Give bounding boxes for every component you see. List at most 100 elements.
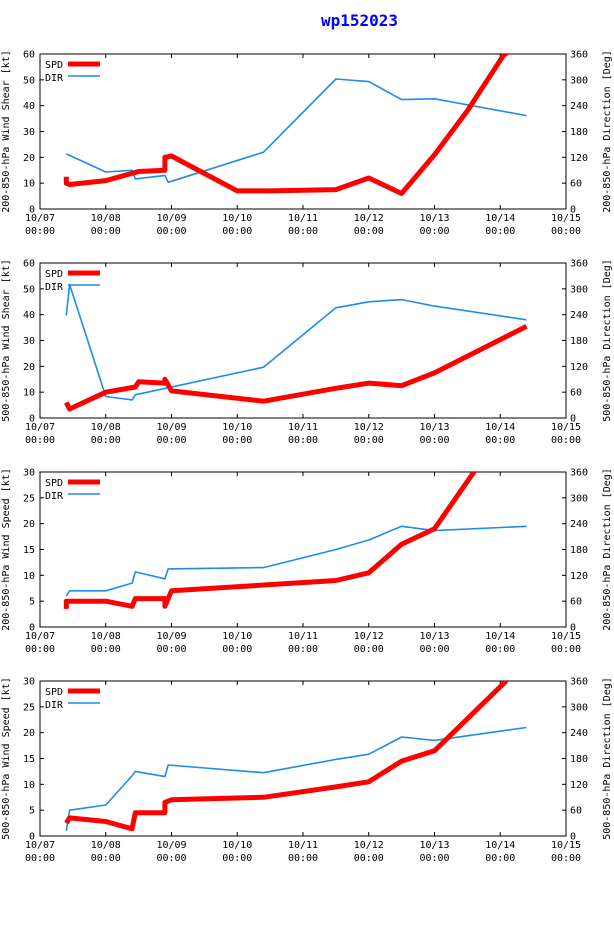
x-tick-label-time: 00:00	[354, 853, 384, 864]
y2-tick-label: 60	[570, 179, 582, 190]
x-tick-label-time: 00:00	[156, 853, 186, 864]
x-tick-label-time: 00:00	[156, 644, 186, 655]
x-tick-label-date: 10/09	[156, 213, 186, 224]
spd-series-line	[64, 324, 528, 412]
y2-tick-label: 0	[570, 623, 576, 634]
x-tick-label-time: 00:00	[222, 226, 252, 237]
x-tick-label-time: 00:00	[91, 226, 121, 237]
y2-tick-label: 360	[570, 677, 588, 688]
y2-tick-label: 360	[570, 468, 588, 479]
y2-tick-label: 0	[570, 832, 576, 843]
y2-tick-label: 360	[570, 259, 588, 270]
y-tick-label: 50	[23, 75, 35, 86]
x-tick-label-time: 00:00	[485, 853, 515, 864]
x-tick-label-time: 00:00	[25, 644, 55, 655]
y-tick-label: 10	[23, 388, 35, 399]
y-tick-label: 20	[23, 362, 35, 373]
x-tick-label-date: 10/13	[419, 840, 449, 851]
y2-tick-label: 360	[570, 50, 588, 61]
y-tick-label: 15	[23, 545, 35, 556]
x-tick-label-time: 00:00	[288, 853, 318, 864]
x-tick-label-date: 10/12	[354, 422, 384, 433]
y-tick-label: 30	[23, 127, 35, 138]
y2-tick-label: 240	[570, 728, 588, 739]
legend-label-dir: DIR	[45, 491, 64, 502]
y-tick-label: 25	[23, 493, 35, 504]
x-tick-label-date: 10/13	[419, 422, 449, 433]
x-tick-label-time: 00:00	[485, 226, 515, 237]
x-tick-label-time: 00:00	[485, 644, 515, 655]
legend-label-spd: SPD	[45, 269, 63, 280]
y-tick-label: 0	[29, 832, 35, 843]
x-tick-label-date: 10/09	[156, 422, 186, 433]
x-tick-label-date: 10/14	[485, 631, 515, 642]
y-tick-label: 30	[23, 468, 35, 479]
x-tick-label-time: 00:00	[25, 226, 55, 237]
x-tick-label-time: 00:00	[91, 644, 121, 655]
y-tick-label: 10	[23, 571, 35, 582]
plot-frame	[39, 680, 567, 837]
y-tick-label: 25	[23, 702, 35, 713]
y-tick-label: 40	[23, 310, 35, 321]
x-tick-label-time: 00:00	[485, 435, 515, 446]
y2-axis-label: 500-850-hPa Direction [Deg]	[602, 677, 613, 840]
y-tick-label: 0	[29, 205, 35, 216]
x-tick-label-date: 10/14	[485, 840, 515, 851]
x-tick-label-time: 00:00	[288, 435, 318, 446]
x-tick-label-time: 00:00	[551, 226, 581, 237]
x-tick-label-date: 10/07	[25, 631, 55, 642]
x-tick-label-time: 00:00	[551, 644, 581, 655]
x-tick-label-date: 10/11	[288, 213, 318, 224]
y2-tick-label: 120	[570, 780, 588, 791]
x-tick-label-time: 00:00	[419, 226, 449, 237]
x-tick-label-date: 10/10	[222, 213, 252, 224]
legend-label-spd: SPD	[45, 60, 63, 71]
x-tick-label-date: 10/10	[222, 422, 252, 433]
y2-tick-label: 0	[570, 414, 576, 425]
y2-tick-label: 60	[570, 806, 582, 817]
x-tick-label-date: 10/12	[354, 631, 384, 642]
y2-tick-label: 120	[570, 153, 588, 164]
x-tick-label-date: 10/15	[551, 213, 581, 224]
y2-tick-label: 180	[570, 127, 588, 138]
x-tick-label-date: 10/10	[222, 631, 252, 642]
y2-tick-label: 120	[570, 362, 588, 373]
x-tick-label-time: 00:00	[25, 435, 55, 446]
spd-series-line	[64, 681, 510, 832]
x-tick-label-time: 00:00	[288, 644, 318, 655]
x-tick-label-date: 10/13	[419, 631, 449, 642]
y-tick-label: 50	[23, 284, 35, 295]
legend-label-dir: DIR	[45, 73, 64, 84]
y2-tick-label: 300	[570, 493, 588, 504]
chart-title-text: wp152023	[321, 11, 399, 30]
x-tick-label-time: 00:00	[91, 853, 121, 864]
y2-tick-label: 60	[570, 597, 582, 608]
x-tick-label-date: 10/09	[156, 631, 186, 642]
legend-label-dir: DIR	[45, 282, 64, 293]
x-tick-label-date: 10/11	[288, 422, 318, 433]
y2-tick-label: 240	[570, 310, 588, 321]
x-tick-label-time: 00:00	[551, 435, 581, 446]
x-tick-label-time: 00:00	[419, 435, 449, 446]
y-tick-label: 5	[29, 806, 35, 817]
x-tick-label-date: 10/08	[91, 840, 121, 851]
y-tick-label: 0	[29, 623, 35, 634]
y2-tick-label: 0	[570, 205, 576, 216]
x-tick-label-date: 10/11	[288, 631, 318, 642]
y2-axis-label: 200-850-hPa Direction [Deg]	[602, 468, 613, 631]
y2-tick-label: 300	[570, 702, 588, 713]
x-tick-label-date: 10/07	[25, 213, 55, 224]
chart-title: wp152023	[0, 8, 614, 32]
y-tick-label: 15	[23, 754, 35, 765]
y-tick-label: 30	[23, 336, 35, 347]
y2-tick-label: 180	[570, 754, 588, 765]
x-tick-label-time: 00:00	[288, 226, 318, 237]
x-tick-label-date: 10/07	[25, 422, 55, 433]
y-tick-label: 20	[23, 728, 35, 739]
y-axis-label: 200-850-hPa Wind Shear [kt]	[1, 50, 12, 213]
y2-tick-label: 300	[570, 75, 588, 86]
y-tick-label: 20	[23, 153, 35, 164]
x-tick-label-time: 00:00	[419, 644, 449, 655]
x-tick-label-time: 00:00	[91, 435, 121, 446]
